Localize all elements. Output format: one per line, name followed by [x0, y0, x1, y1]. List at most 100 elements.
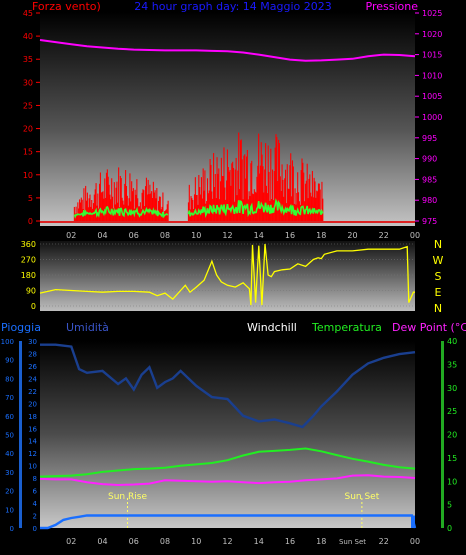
wind-x-tick: 16 [285, 231, 295, 240]
humidity-line [40, 343, 416, 429]
wind-baseline [40, 221, 415, 223]
temperature-axis-tick: 35 [447, 360, 457, 369]
compass-letter: W [433, 254, 444, 267]
wind-axis-ticks: 0 5 10 15 20 25 30 35 40 45 [23, 9, 40, 226]
pressure-axis-tick: 1020 [422, 30, 442, 39]
wind-axis-label: Forza vento) [32, 0, 101, 13]
humidity-axis-tick: 40 [5, 450, 14, 458]
wind-axis-tick: 0 [28, 217, 33, 226]
lower-x-tick: 04 [97, 537, 107, 546]
wind-x-tick: 04 [97, 231, 107, 240]
direction-axis-tick: 0 [31, 302, 36, 311]
rain-axis-tick: 20 [28, 400, 37, 408]
wind-x-tick: 12 [222, 231, 232, 240]
temperature-axis-tick: 30 [447, 384, 457, 393]
rain-axis-tick: 10 [28, 463, 37, 471]
rain-axis-bar [19, 341, 22, 528]
rain-axis-tick: 6 [33, 488, 38, 496]
wind-axis-tick: 5 [28, 194, 33, 203]
humidity-axis-ticks: 0 10 20 30 40 50 60 70 80 90 100 [1, 338, 14, 533]
humidity-axis-tick: 100 [1, 338, 14, 346]
rain-axis-tick: 14 [28, 438, 37, 446]
chart-title: 24 hour graph day: 14 Maggio 2023 [134, 0, 331, 13]
windchill-label: Windchill [247, 321, 297, 334]
rain-axis-tick: 8 [33, 475, 37, 483]
gust-line [73, 206, 169, 219]
pressure-axis-tick: 1000 [422, 113, 442, 122]
rain-axis-tick: 4 [33, 500, 38, 508]
rain-axis-tick: 30 [28, 338, 37, 346]
wind-axis-tick: 10 [23, 171, 33, 180]
gust-line-group [73, 198, 324, 219]
lower-x-tick: 16 [285, 537, 295, 546]
temperature-axis-tick: 25 [447, 407, 457, 416]
wind-axis-tick: 30 [23, 78, 33, 87]
temperature-line [39, 447, 416, 478]
wind-direction-plot-bg [40, 241, 415, 311]
lower-x-tick: 14 [254, 537, 264, 546]
wind-x-tick: 00 [410, 231, 420, 240]
wind-axis-tick: 15 [23, 148, 33, 157]
rain-axis-label: Pioggia [1, 321, 41, 334]
lower-x-axis-ticks: 02 04 06 08 10 12 14 16 18 Sun Set 22 00 [66, 537, 420, 546]
humidity-axis-tick: 10 [5, 506, 14, 514]
rain-axis-tick: 0 [33, 525, 37, 533]
lower-x-tick: 02 [66, 537, 76, 546]
sun-set-label: Sun Set [344, 492, 379, 502]
temperature-axis-tick: 15 [447, 454, 457, 463]
direction-axis-tick: 360 [21, 240, 36, 249]
dewpoint-line [39, 474, 416, 487]
pressure-axis-tick: 1015 [422, 51, 442, 60]
humidity-axis-tick: 20 [5, 488, 14, 496]
rain-axis-tick: 2 [33, 513, 37, 521]
temperature-axis-tick: 5 [447, 501, 452, 510]
pressure-axis-tick: 1010 [422, 71, 442, 80]
rain-axis-tick: 18 [28, 413, 37, 421]
direction-axis-tick: 180 [21, 271, 36, 280]
rain-axis-tick: 28 [28, 350, 37, 358]
rain-humidity-temp-panel: Sun Rise Sun Set 0102030405060708090100 … [1, 321, 466, 546]
wind-x-tick: 06 [129, 231, 139, 240]
lower-x-tick: 08 [160, 537, 170, 546]
pressure-axis-label: Pressione [366, 0, 419, 13]
sun-rise-label: Sun Rise [108, 492, 147, 502]
wind-x-axis-ticks: 02 04 06 08 10 12 14 16 18 20 22 00 [66, 231, 420, 240]
wind-axis-tick: 20 [23, 125, 33, 134]
temp-axis-bar [441, 341, 444, 528]
lower-x-tick: 22 [379, 537, 389, 546]
wind-axis-tick: 45 [23, 9, 33, 18]
temperature-axis-ticks: 0 5 10 15 20 25 30 35 40 [447, 337, 457, 533]
temperature-axis-tick: 40 [447, 337, 457, 346]
wind-axis-tick: 40 [23, 32, 33, 41]
humidity-axis-tick: 60 [5, 413, 14, 421]
pressure-axis-tick: 990 [422, 155, 437, 164]
pressure-axis-tick: 985 [422, 175, 437, 184]
direction-axis-tick: 270 [21, 256, 36, 265]
humidity-axis-tick: 30 [5, 469, 14, 477]
rain-line [40, 514, 417, 530]
wind-x-tick: 10 [191, 231, 201, 240]
lower-x-tick: 06 [129, 537, 139, 546]
direction-axis-tick: 90 [26, 287, 36, 296]
wind-x-tick: 02 [66, 231, 76, 240]
wind-direction-grid [40, 243, 415, 307]
rain-axis-tick: 16 [28, 425, 37, 433]
pressure-axis-tick: 1025 [422, 9, 442, 18]
wind-direction-axis-ticks: 0 90 180 270 360 [21, 240, 36, 311]
rain-end-bar [411, 515, 415, 528]
wind-axis-tick: 25 [23, 101, 33, 110]
compass-letter: E [435, 286, 442, 299]
compass-letter: N [434, 238, 442, 251]
dewpoint-label: Dew Point (°C) [392, 321, 466, 334]
humidity-axis-tick: 0 [10, 525, 14, 533]
humidity-axis-tick: 90 [5, 357, 14, 365]
pressure-line [39, 39, 416, 62]
wind-x-tick: 14 [254, 231, 264, 240]
lower-x-tick: 10 [191, 537, 201, 546]
rain-axis-tick: 12 [28, 450, 37, 458]
temperature-axis-tick: 0 [447, 524, 452, 533]
lower-x-tick: 12 [222, 537, 232, 546]
